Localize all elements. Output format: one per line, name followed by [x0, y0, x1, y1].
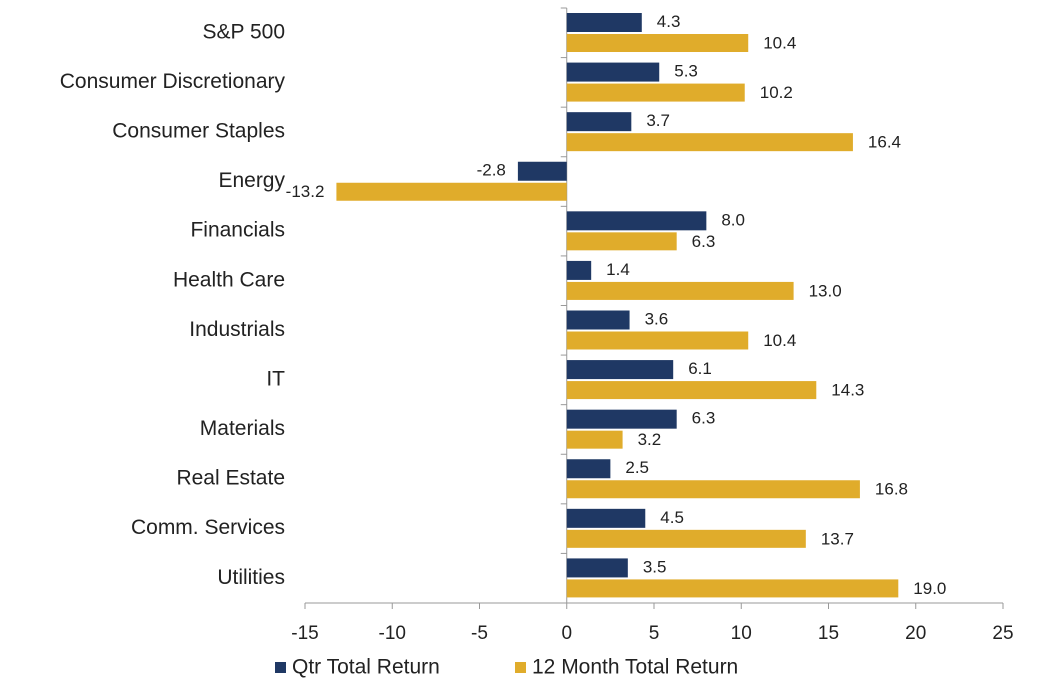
value-label: 14.3	[831, 381, 864, 400]
bar	[566, 112, 632, 132]
bar	[566, 529, 806, 548]
value-label: 1.4	[606, 260, 630, 279]
category-label: IT	[266, 367, 285, 390]
bar	[517, 161, 567, 181]
bar	[566, 211, 707, 231]
legend-label: Qtr Total Return	[292, 656, 440, 679]
value-label: 16.8	[875, 480, 908, 499]
value-label: 19.0	[913, 579, 946, 598]
x-tick-label: 5	[649, 623, 660, 644]
x-tick-label: -10	[379, 623, 406, 644]
x-tick-label: 10	[731, 623, 752, 644]
category-label: S&P 500	[202, 20, 285, 43]
value-label: 3.7	[646, 111, 670, 130]
bar	[566, 34, 749, 52]
value-label: 13.7	[821, 529, 854, 548]
bar	[566, 133, 853, 152]
value-label: 10.4	[763, 33, 796, 52]
value-label: 3.6	[645, 309, 669, 328]
bar	[566, 409, 677, 429]
value-label: 10.2	[760, 83, 793, 102]
value-label: 4.3	[657, 12, 681, 31]
category-label: Consumer Staples	[112, 120, 285, 143]
category-label: Consumer Discretionary	[60, 70, 286, 93]
value-label: 10.4	[763, 331, 796, 350]
category-label: Energy	[218, 169, 285, 192]
category-label: Utilities	[217, 566, 285, 589]
bar	[566, 360, 674, 380]
x-tick-label: 20	[905, 623, 926, 644]
value-label: 6.3	[692, 232, 716, 251]
x-tick-label: -15	[291, 623, 318, 644]
category-label: Real Estate	[176, 467, 285, 490]
value-label: 16.4	[868, 133, 901, 152]
bar	[566, 62, 660, 82]
value-label: -2.8	[477, 161, 506, 180]
category-label: Financials	[190, 219, 285, 242]
legend-swatch	[515, 662, 526, 673]
category-label: Comm. Services	[131, 516, 285, 539]
bar	[566, 232, 677, 251]
x-tick-label: 15	[818, 623, 839, 644]
x-tick-label: 0	[561, 623, 572, 644]
bar	[566, 331, 749, 350]
value-label: 4.5	[660, 508, 684, 527]
x-tick-label: -5	[471, 623, 488, 644]
bar	[566, 459, 611, 479]
value-label: 3.5	[643, 557, 667, 576]
value-label: 5.3	[674, 62, 698, 81]
bar	[566, 480, 860, 499]
legend-swatch	[275, 662, 286, 673]
category-label: Health Care	[173, 268, 285, 291]
bar	[566, 508, 646, 528]
bar	[566, 13, 642, 32]
value-label: -13.2	[286, 182, 325, 201]
bar	[566, 281, 794, 300]
bar	[566, 260, 592, 280]
value-label: 3.2	[638, 430, 662, 449]
legend-label: 12 Month Total Return	[532, 656, 738, 679]
bar	[566, 430, 623, 449]
value-label: 8.0	[721, 210, 745, 229]
bar	[566, 83, 745, 102]
bar	[566, 579, 899, 598]
bar	[566, 381, 817, 400]
value-label: 2.5	[625, 458, 649, 477]
category-label: Industrials	[189, 318, 285, 341]
category-label: Materials	[200, 417, 285, 440]
bar	[566, 558, 628, 578]
bar	[336, 182, 567, 201]
bar	[566, 310, 630, 330]
value-label: 6.3	[692, 409, 716, 428]
value-label: 6.1	[688, 359, 712, 378]
x-tick-label: 25	[992, 623, 1013, 644]
value-label: 13.0	[809, 281, 842, 300]
